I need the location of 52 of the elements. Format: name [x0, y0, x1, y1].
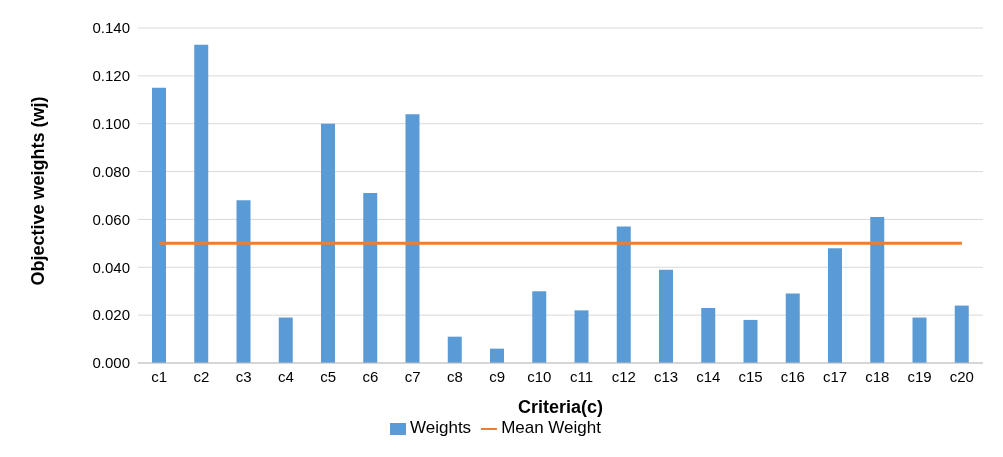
x-tick-label: c8	[446, 367, 463, 385]
x-tick-label: c11	[570, 367, 594, 385]
bar	[828, 248, 842, 363]
bar	[954, 305, 969, 363]
x-tick-label: c19	[907, 367, 932, 385]
y-tick-label: 0.020	[92, 306, 130, 324]
legend-label: Weights	[410, 418, 472, 437]
x-axis-title: Criteria(c)	[517, 397, 604, 417]
y-tick-label: 0.060	[92, 210, 130, 228]
y-tick-label: 0.100	[92, 115, 130, 133]
x-tick-label: c2	[193, 367, 210, 385]
x-tick-label: c16	[780, 367, 805, 385]
bar	[152, 87, 166, 363]
x-tick-label: c6	[362, 367, 379, 385]
y-tick-label: 0.120	[92, 67, 130, 85]
bar	[490, 348, 504, 363]
y-tick-label: 0.140	[92, 19, 130, 37]
x-tick-label: c1	[151, 367, 168, 385]
y-axis-title: Objective weights (wj)	[28, 96, 49, 286]
x-tick-label: c20	[949, 367, 974, 385]
y-tick-label: 0.000	[92, 354, 130, 372]
x-tick-label: c9	[489, 367, 506, 385]
x-tick-label: c12	[611, 367, 636, 385]
bar	[743, 319, 758, 363]
x-tick-label: c18	[865, 367, 890, 385]
y-tick-label: 0.040	[92, 258, 130, 276]
bar	[532, 291, 547, 363]
x-tick-label: c13	[654, 367, 679, 385]
bar	[701, 307, 716, 363]
x-tick-label: c4	[277, 367, 294, 385]
bar	[785, 293, 800, 363]
x-tick-label: c3	[235, 367, 252, 385]
bar	[912, 317, 927, 363]
bar	[194, 44, 209, 363]
bar	[616, 226, 631, 363]
bar	[447, 336, 462, 363]
bar	[278, 317, 293, 363]
bar	[236, 200, 251, 363]
legend-label: Mean Weight	[501, 418, 601, 437]
x-tick-label: c10	[527, 367, 552, 385]
x-tick-label: c5	[320, 367, 337, 385]
x-tick-label: c14	[696, 367, 721, 385]
x-tick-label: c15	[738, 367, 763, 385]
y-tick-label: 0.080	[92, 162, 130, 180]
bar	[363, 193, 378, 363]
x-tick-label: c17	[823, 367, 848, 385]
bar	[405, 114, 420, 363]
x-tick-label: c7	[404, 367, 421, 385]
bar	[574, 310, 589, 363]
bar	[659, 269, 673, 363]
bar	[870, 217, 885, 363]
bar	[321, 123, 335, 363]
